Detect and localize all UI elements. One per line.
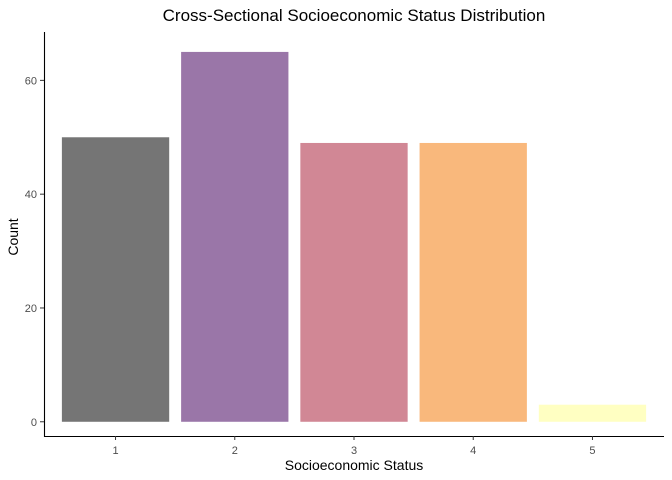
bar-4 <box>419 142 527 422</box>
x-tick-label: 5 <box>589 445 595 457</box>
x-tick-label: 4 <box>470 445 476 457</box>
x-tick-label: 3 <box>351 445 357 457</box>
bar-2 <box>181 51 289 422</box>
chart-title: Cross-Sectional Socioeconomic Status Dis… <box>163 6 546 25</box>
bar-1 <box>61 137 170 422</box>
y-ticks-group: 0 20 40 60 <box>25 75 44 429</box>
x-tick-label: 1 <box>112 445 118 457</box>
x-tick-label: 2 <box>232 445 238 457</box>
y-tick-label: 60 <box>25 75 37 87</box>
y-tick-label: 40 <box>25 189 37 201</box>
y-tick-label: 20 <box>25 303 37 315</box>
y-tick-label: 0 <box>31 417 37 429</box>
x-axis-title: Socioeconomic Status <box>285 457 424 473</box>
bar-5 <box>538 404 647 422</box>
bar-3 <box>300 142 408 422</box>
bars-group <box>61 51 647 422</box>
x-ticks-group: 1 2 3 4 5 <box>112 436 596 457</box>
y-axis-title: Count <box>5 218 21 255</box>
